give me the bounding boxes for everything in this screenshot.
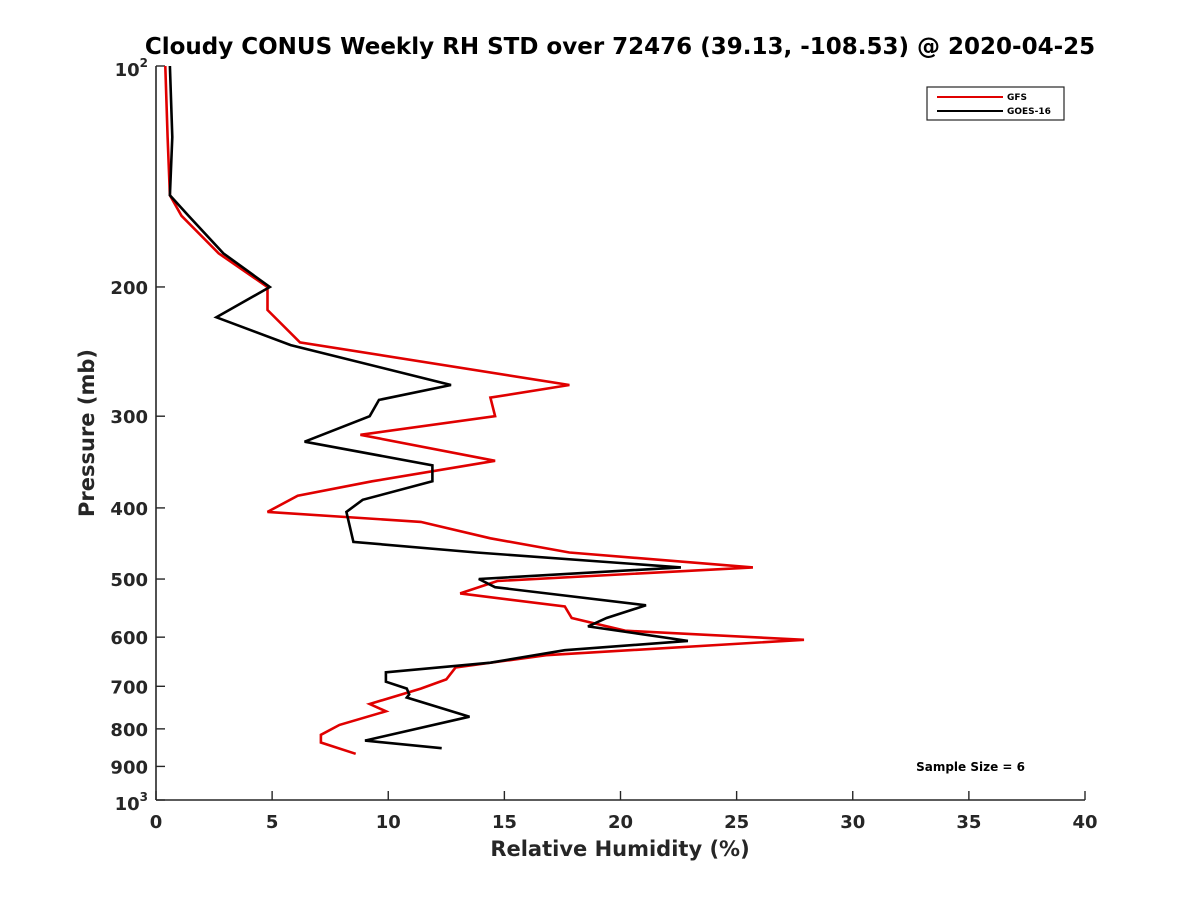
series-line-goes16 [168,65,689,750]
y-tick-label-1000: 103 [115,790,148,815]
legend-label-gfs: GFS [1007,93,1027,103]
series-line-gfs [164,65,805,756]
y-tick-label: 600 [110,628,148,649]
y-axis-ticks: 200 300 400 500 600 700 800 900 [110,65,165,801]
legend-box [926,86,1065,121]
y-tick-label: 900 [110,757,148,778]
chart-title: Cloudy CONUS Weekly RH STD over 72476 (3… [145,34,1095,60]
series-lines [164,65,805,756]
x-axis-ticks: 0 5 10 15 20 25 30 35 40 [150,791,1098,833]
y-bottom-label-exponent: 3 [140,790,148,804]
y-tick-label: 400 [110,499,148,520]
y-tick-label: 700 [110,677,148,698]
y-tick-label: 300 [110,407,148,428]
x-tick-label: 15 [492,812,517,833]
x-tick-label: 10 [376,812,401,833]
legend-label-goes16: GOES-16 [1007,107,1051,117]
y-bottom-label-base: 10 [115,794,140,815]
x-axis-label: Relative Humidity (%) [490,837,749,861]
x-tick-label: 20 [608,812,633,833]
sample-size-annotation: Sample Size = 6 [916,760,1025,774]
x-tick-label: 25 [724,812,749,833]
x-tick-label: 5 [266,812,279,833]
y-top-label-base: 10 [115,60,140,81]
x-tick-label: 30 [840,812,865,833]
x-tick-label: 35 [956,812,981,833]
y-axis-label: Pressure (mb) [75,349,99,517]
legend: GFS GOES-16 [926,86,1065,121]
y-tick-label: 200 [110,278,148,299]
x-tick-label: 0 [150,812,163,833]
y-tick-label: 500 [110,570,148,591]
plot-area [155,66,1085,801]
x-tick-label: 40 [1072,812,1097,833]
y-top-label-exponent: 2 [140,56,148,70]
y-tick-label: 800 [110,720,148,741]
y-tick-label-100: 102 [115,56,148,81]
